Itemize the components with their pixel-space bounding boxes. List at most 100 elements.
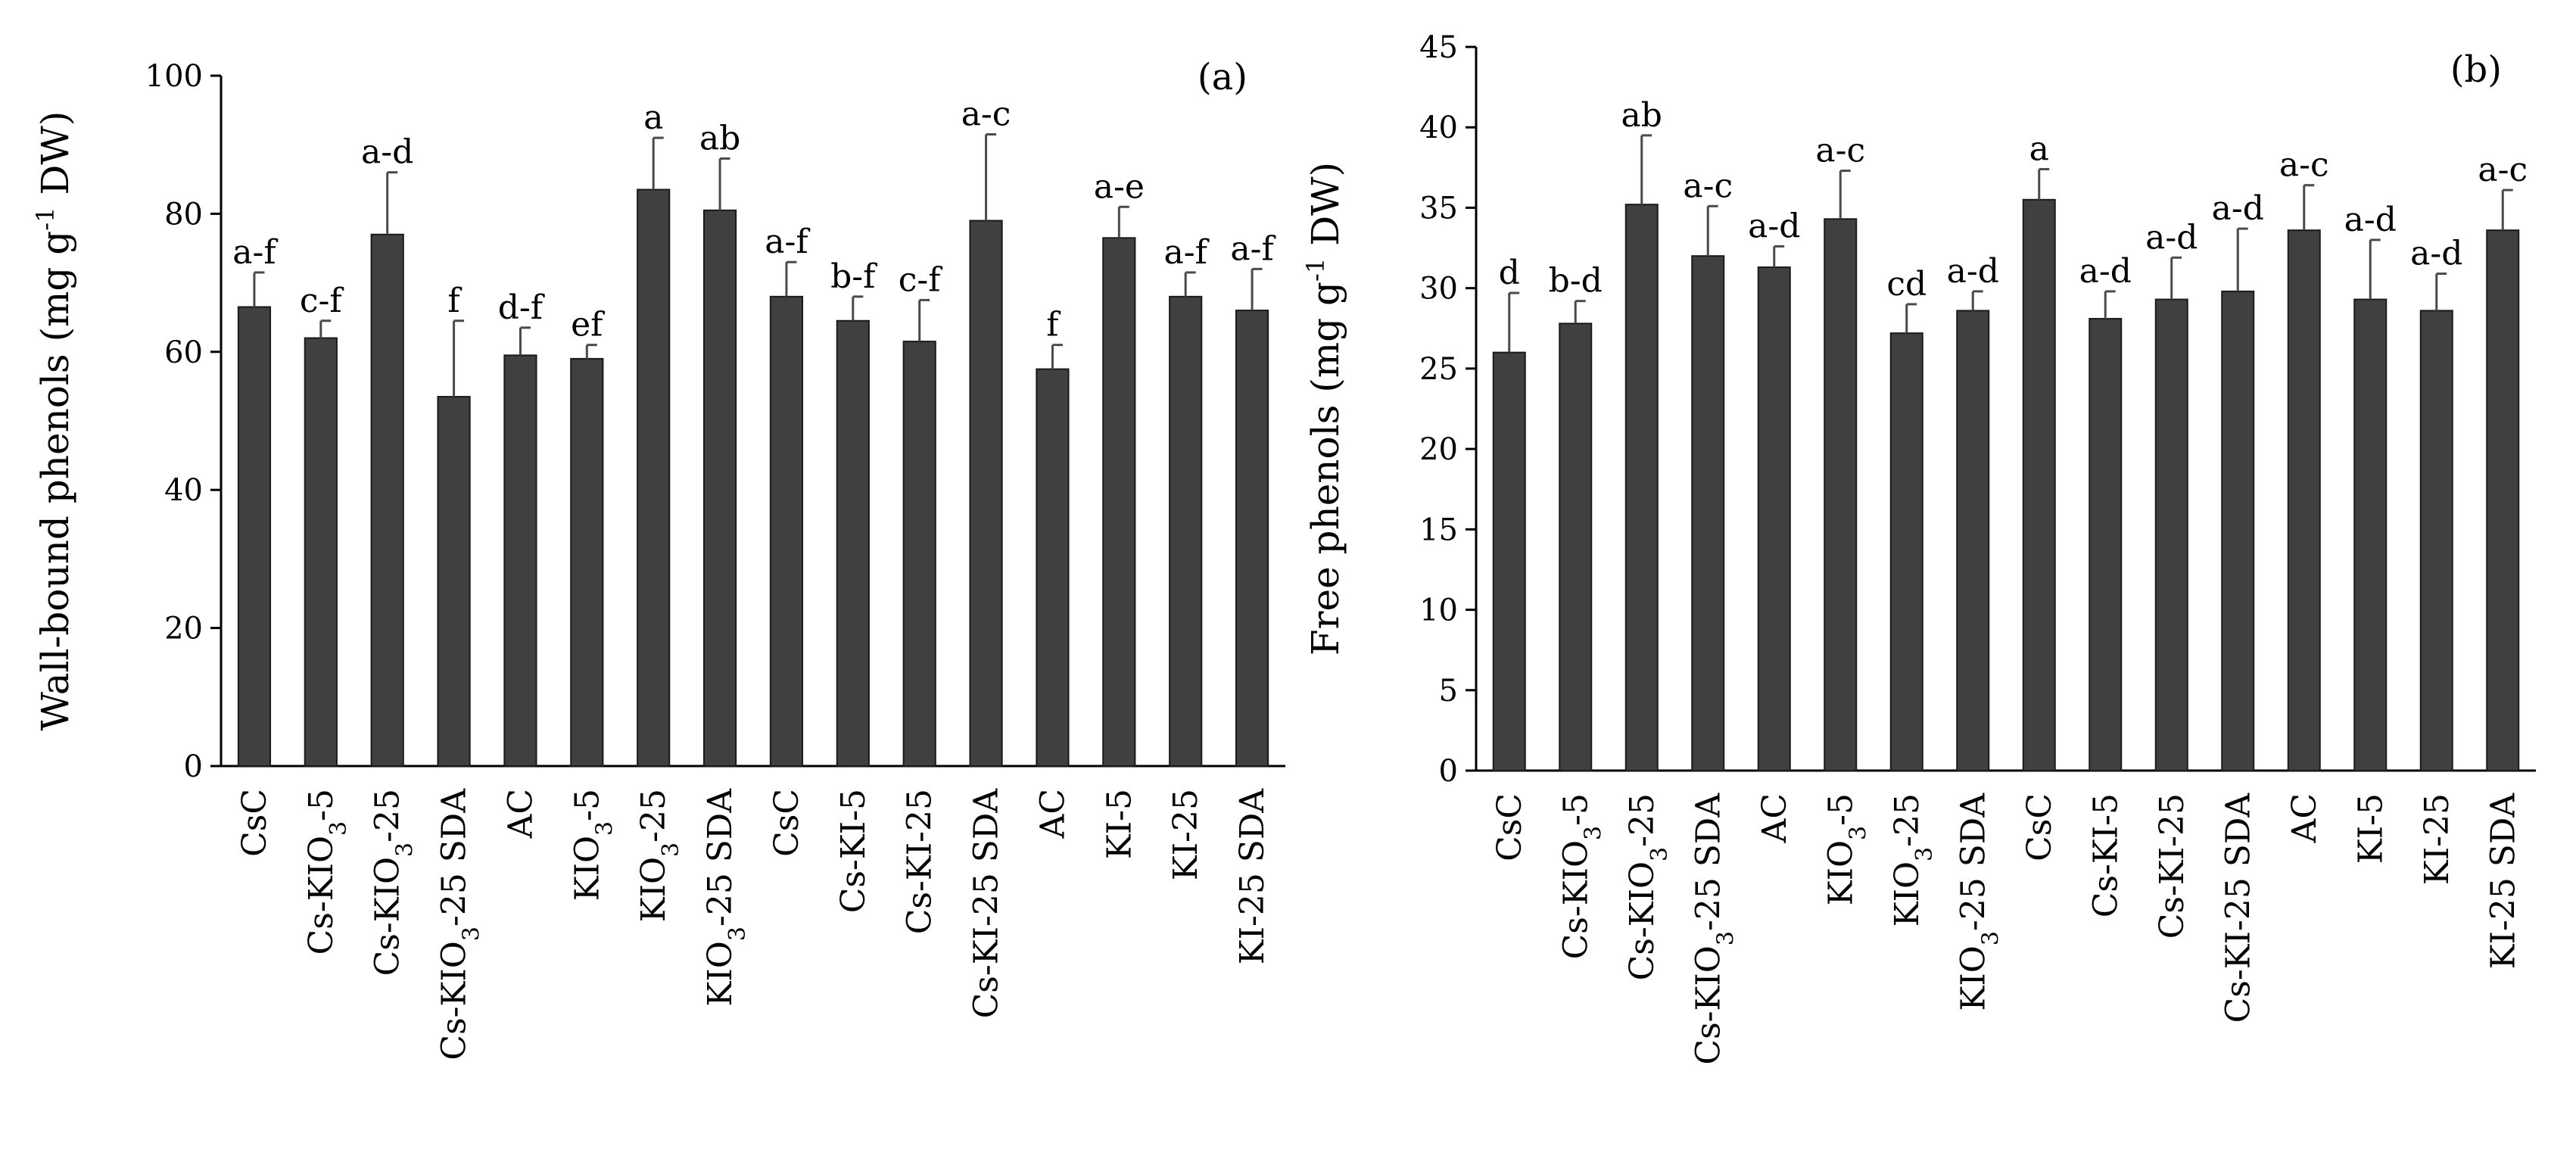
panel-b-significance-label: a-c (2478, 151, 2528, 189)
panel-b-bar (2419, 310, 2453, 771)
panel-b-y-tick-label: 5 (1439, 674, 1458, 709)
panel-b-bar (1956, 310, 1990, 771)
panel-b-bar (1691, 255, 1725, 771)
panel-b-category-label: KIO3-5 (1821, 793, 1871, 905)
panel-a-category-label: KI-25 (1167, 789, 1205, 880)
panel-a-significance-label: a-f (1230, 229, 1276, 268)
panel-a-significance-label: a-c (961, 95, 1011, 134)
panel-b-significance-label: a-d (2145, 218, 2198, 257)
panel-b-category-label: Cs-KIO3-25 (1623, 793, 1673, 980)
panel-a-bar (503, 354, 537, 767)
panel-a-category-label: Cs-KI-25 (901, 789, 939, 934)
panel-a-bar (969, 220, 1003, 767)
panel-b-category-label: AC (1755, 793, 1794, 843)
panel-b-category-label: Cs-KI-25 SDA (2219, 793, 2257, 1023)
panel-b-category-label: Cs-KIO3-5 (1556, 793, 1606, 959)
panel-a-bar (1102, 237, 1136, 767)
panel-b-significance-label: a-d (2079, 252, 2132, 291)
panel-b-y-tick-label: 25 (1419, 352, 1458, 387)
panel-a-chart: 0 20 40 60 80 100 Wall-bound phenols (mg g-1 D… (31, 56, 1285, 1061)
panel-a-category-label: Cs-KI-25 SDA (967, 788, 1006, 1019)
panel-b-y-tick-label: 15 (1419, 512, 1458, 547)
panel-a-y-tick-label: 60 (164, 335, 203, 370)
panel-a-category-label: CsC (235, 789, 274, 857)
panel-b-y-tick-label: 45 (1419, 30, 1458, 65)
panel-b-bar (2022, 198, 2056, 772)
panel-a-y-tick-label: 100 (145, 59, 203, 94)
panel-a-category-label: AC (1033, 789, 1072, 839)
panel-b-category-label: Cs-KI-5 (2086, 793, 2125, 917)
panel-a-category-label: AC (501, 789, 540, 839)
panel-b-category-label: KIO3-25 SDA (1954, 793, 2004, 1011)
panel-a-y-tick-label: 40 (164, 473, 203, 508)
panel-a-category-label: Cs-KIO3-25 SDA (435, 788, 485, 1061)
panel-a-y-axis-title: Wall-bound phenols (mg g-1 DW) (31, 111, 77, 731)
panel-a-significance-label: a-f (765, 223, 810, 261)
panel-a-significance-label: a-f (1163, 233, 1209, 272)
panel-b-category-label: Cs-KI-25 (2153, 793, 2191, 939)
panel-a-bar (437, 396, 471, 768)
panel-b-y-tick-label: 35 (1419, 191, 1458, 226)
panel-a-significance-label: a (643, 98, 663, 137)
panel-b-category-label: KI-5 (2351, 793, 2390, 864)
panel-a-significance-label: f (447, 282, 462, 320)
panel-a-bar (304, 337, 338, 767)
panel-a-category-label: KIO3-25 SDA (701, 788, 751, 1007)
panel-b-y-tick-label: 40 (1419, 111, 1458, 145)
panel-b-category-label: KI-25 (2418, 793, 2456, 885)
panel-a-category-label: KIO3-5 (568, 789, 618, 901)
panel-b-bar (1559, 322, 1593, 772)
panel-a-significance-label: a-d (361, 133, 413, 172)
panel-b-significance-label: b-d (1549, 262, 1603, 301)
panel-b-significance-label: a-d (1947, 252, 1999, 291)
panel-b-significance-label: a-d (2212, 189, 2264, 228)
panel-b-chart: 0 5 10 15 20 25 30 35 40 45 Free phenols (mg g-1 D… (1301, 30, 2536, 1065)
panel-a-bar (1235, 310, 1269, 767)
panel-b-category-label: KI-25 SDA (2484, 793, 2522, 970)
panel-a-y-tick-label: 0 (184, 749, 203, 784)
panel-a-category-label: KI-5 (1100, 789, 1138, 859)
panel-b-significance-label: a-d (1748, 207, 1800, 245)
panel-b-y-tick-label: 20 (1419, 432, 1458, 467)
panel-a-significance-label: c-f (300, 282, 344, 320)
panel-a-y-tick-label: 80 (164, 197, 203, 232)
panel-b-significance-label: a-d (2410, 235, 2462, 273)
panel-b-significance-label: d (1499, 254, 1520, 292)
panel-b-y-tick-label: 30 (1419, 272, 1458, 307)
panel-a-bar (702, 209, 737, 767)
panel-b-bar (2287, 229, 2321, 772)
panel-a-category-label: CsC (768, 789, 806, 857)
panel-a-category-label: Cs-KIO3-5 (302, 789, 352, 955)
panel-b-significance-label: a-c (1683, 167, 1733, 205)
panel-b-y-tick-label: 0 (1439, 754, 1458, 789)
panel-a-category-label: KI-25 SDA (1233, 788, 1272, 965)
panel-b-bar (1624, 204, 1659, 771)
panel-a-category-label: Cs-KI-5 (834, 789, 873, 913)
panel-b-bar (2353, 298, 2388, 771)
panel-b-significance-label: a-d (2344, 201, 2397, 239)
panel-b-bar (1889, 332, 1923, 771)
panel-b-significance-label: a-c (2279, 146, 2329, 185)
panel-b-y-tick-label: 10 (1419, 593, 1458, 628)
panel-a-bar (769, 295, 804, 767)
panel-b-bar (1824, 218, 1858, 771)
panel-a-significance-label: a-f (232, 233, 278, 272)
panel-a-significance-label: c-f (899, 260, 943, 299)
panel-b-significance-label: ab (1621, 96, 1662, 135)
panel-b-y-axis-title: Free phenols (mg g-1 DW) (1301, 162, 1347, 656)
panel-a-bar (1036, 368, 1070, 768)
panel-b-significance-label: a-c (1815, 132, 1865, 170)
panel-a-category-label: Cs-KIO3-25 (369, 789, 419, 976)
panel-a-bar (370, 233, 404, 767)
panel-a-significance-label: ab (699, 119, 740, 157)
panel-a-bar (902, 341, 936, 767)
panel-a-significance-label: f (1046, 306, 1061, 344)
panel-b-category-label: KIO3-25 (1888, 793, 1938, 927)
panel-b-category-label: CsC (2020, 793, 2059, 861)
panel-b-category-label: Cs-KIO3-25 SDA (1689, 793, 1739, 1065)
panel-b-bar (2154, 298, 2188, 771)
panel-b-significance-label: cd (1886, 265, 1927, 304)
panel-a-bar (1169, 295, 1203, 767)
